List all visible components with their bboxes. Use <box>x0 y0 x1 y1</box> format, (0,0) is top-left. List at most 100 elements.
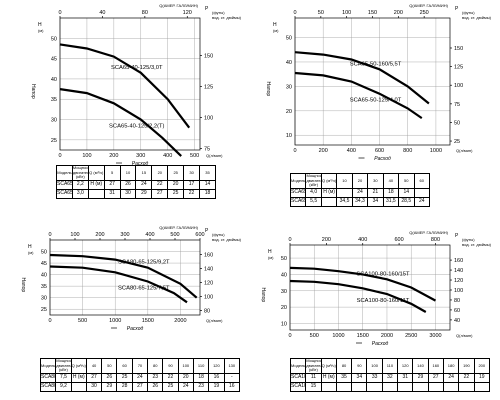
top-tick-label: 250 <box>420 10 429 16</box>
table-cell: H (м) <box>320 187 338 198</box>
top-tick-label: 200 <box>322 237 331 243</box>
top-tick-label: 200 <box>394 10 403 16</box>
table-cell: 33 <box>366 372 383 383</box>
chart-panel-3: 25 30 35 40 45 50 0 500 1000 1500 2000 0 100 200 300 40… <box>0 225 250 400</box>
y-right-tick-label: 120 <box>204 280 213 286</box>
table-header-cell: 110 <box>381 358 399 374</box>
table-header-cell: Модель <box>39 358 57 374</box>
table-cell: 26 <box>101 372 118 383</box>
x-tick-label: 400 <box>163 153 172 159</box>
table-header-cell: 60 <box>413 173 430 189</box>
chart-panel-2: 10 20 30 40 50 0 200 400 600 800 1000 0 50 100 150 200 2… <box>250 0 500 200</box>
table-header-cell: 180 <box>442 358 460 374</box>
table-cell: 34,5 <box>336 196 353 207</box>
table-cell: 15 <box>305 381 322 392</box>
y-right-tick-label: 160 <box>204 252 213 258</box>
x-tick-label: 2500 <box>405 333 417 339</box>
series-label-1: SCA65-40-125/3,0T <box>111 65 163 71</box>
table-row: SCA100-80-160/15T15 <box>289 381 491 392</box>
table-cell <box>366 381 383 392</box>
table-header-cell: Q (м³/ч) <box>320 173 338 189</box>
x-tick-label: 2000 <box>381 333 393 339</box>
y-left-tick-label: 30 <box>41 296 47 302</box>
y-left-tick-label: 25 <box>41 307 47 313</box>
top-tick-label: 200 <box>95 232 104 238</box>
x-tick-label: 1000 <box>109 318 121 324</box>
table-cell: 2,2 <box>71 179 89 190</box>
table-cell: 34 <box>351 372 368 383</box>
top-tick-label: 400 <box>358 237 367 243</box>
x-tick-label: 400 <box>347 148 356 154</box>
table-cell: 18 <box>382 187 400 198</box>
y-right-unit: P <box>455 6 459 12</box>
table-header-cell: 50 <box>101 358 118 374</box>
top-tick-label: 0 <box>288 237 291 243</box>
x-tick-label: 200 <box>109 153 118 159</box>
table-cell <box>397 381 414 392</box>
x-tick-label: 500 <box>310 333 319 339</box>
series-label-2: SCA80-65-125/7,5T <box>118 286 170 292</box>
x-tick-label: 600 <box>375 148 384 154</box>
y-left-tick-label: 40 <box>51 77 57 83</box>
table-cell: 9,2 <box>55 381 72 392</box>
top-tick-label: 150 <box>368 10 377 16</box>
y-left-tick-label: 45 <box>41 261 47 267</box>
x-axis-caption: Расход <box>127 326 144 332</box>
table-header-cell: Мощность двигателя (кВт) <box>305 358 322 374</box>
table-header-cell: 10 <box>336 173 353 189</box>
y-right-tick-label: 80 <box>454 298 460 304</box>
y-left-tick-label: 20 <box>286 109 292 115</box>
y-right-tick-label: 80 <box>204 309 210 315</box>
table-header-cell: 100 <box>177 358 194 374</box>
top-tick-label: 400 <box>145 232 154 238</box>
table-cell: 29 <box>412 372 429 383</box>
y-left-axis-label: Напор <box>30 84 36 99</box>
table-header-cell: 120 <box>208 358 225 374</box>
table-cell: 24 <box>442 372 460 383</box>
y-left-tick-label: 35 <box>41 284 47 290</box>
top-tick-label: 600 <box>195 232 204 238</box>
table-header-cell: Модель <box>289 173 307 189</box>
spec-table-4: МодельМощность двигателя (кВт)Q (м³/ч)80… <box>289 358 491 392</box>
table-cell: 22 <box>162 372 179 383</box>
y-right-unit: P <box>455 233 459 239</box>
table-cell: 25 <box>167 188 185 199</box>
x-tick-label: 1500 <box>142 318 154 324</box>
table-header-cell: 30 <box>183 165 201 181</box>
table-header-cell: 25 <box>167 165 185 181</box>
series-line-2 <box>289 279 427 313</box>
series-label-2: SCA65-50-125/4,0T <box>350 98 402 104</box>
x-tick-label: 800 <box>403 148 412 154</box>
y-right-tick-label: 75 <box>204 147 210 153</box>
y-left-tick-label: 10 <box>286 133 292 139</box>
table-cell: SCA65-40-125/2.2(T) <box>56 179 73 190</box>
y-right-unit-ft: (футы) <box>462 237 475 242</box>
table-cell: SCA100-80-160/15T <box>289 381 307 392</box>
table-header-cell: 190 <box>458 358 475 374</box>
plot-frame <box>289 244 451 331</box>
y-left-unit: H <box>268 249 272 255</box>
plot-frame <box>59 17 201 151</box>
y-left-axis-label: Напор <box>260 288 266 303</box>
spec-table-2: МодельМощность двигателя (кВт)Q (м³/ч)10… <box>289 173 430 207</box>
series-line-1 <box>289 266 437 302</box>
y-left-unit-m: (м) <box>268 255 274 260</box>
table-header-cell: 60 <box>116 358 133 374</box>
table-cell: 11 <box>305 372 322 383</box>
y-right-tick-label: 100 <box>204 116 213 122</box>
top-axis-label: Q(АМЕР. ГАЛЛ/МИН) <box>409 230 448 235</box>
y-left-axis-label: Напор <box>20 278 26 293</box>
table-cell: 28,5 <box>398 196 415 207</box>
y-right-tick-label: 120 <box>454 278 463 284</box>
top-tick-label: 0 <box>48 232 51 238</box>
table-cell: 24 <box>413 196 430 207</box>
table-header-cell: 15 <box>135 165 153 181</box>
table-cell <box>351 381 368 392</box>
table-header-cell: 140 <box>412 358 429 374</box>
table-header-cell: 40 <box>382 173 400 189</box>
y-right-tick-label: 40 <box>454 318 460 324</box>
table-cell <box>320 381 337 392</box>
y-right-tick-label: 150 <box>204 54 213 60</box>
